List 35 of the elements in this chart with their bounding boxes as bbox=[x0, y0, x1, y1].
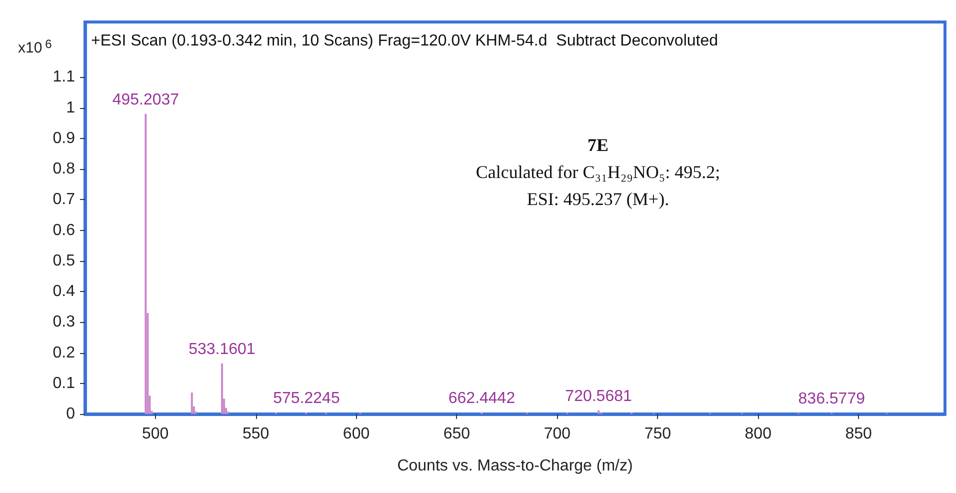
annotation: 533.1601 bbox=[188, 340, 256, 358]
x-tick-label: 500 bbox=[142, 426, 169, 442]
y-tick-label: 0.5 bbox=[52, 252, 76, 270]
annotation: 495.2037 bbox=[112, 91, 180, 108]
x-tick-label: 600 bbox=[342, 426, 370, 442]
x-axis-title: Counts vs. Mass-to-Charge (m/z) bbox=[397, 458, 633, 474]
y-tick-label: 0.8 bbox=[52, 160, 76, 178]
y-tick-label: 0.1 bbox=[52, 374, 76, 392]
y-tick-label: 0.9 bbox=[52, 130, 76, 147]
bar bbox=[221, 363, 224, 414]
annotation: ESI: 495.237 (M+). bbox=[526, 189, 670, 209]
annotation: Calculated for C₃₁H₂₉NO₅: 495.2; bbox=[476, 162, 720, 182]
x-tick-label: 650 bbox=[443, 426, 470, 442]
x-tick-label: 800 bbox=[744, 426, 772, 442]
y-tick-label: 0.6 bbox=[52, 222, 76, 239]
bar bbox=[144, 114, 147, 414]
text: +ESI Scan (0.193-0.342 min, 10 Scans) Frag=120.0V KHM-54.d Subtract Deconvoluted bbox=[91, 32, 718, 50]
x-tick-label: 850 bbox=[845, 426, 872, 442]
x-tick-label: 550 bbox=[242, 426, 270, 442]
annotation: 575.2245 bbox=[273, 390, 340, 407]
y-tick-label: 1.1 bbox=[52, 68, 76, 86]
y-tick-label: 0.4 bbox=[52, 283, 76, 300]
annotation: 662.4442 bbox=[448, 390, 516, 407]
y-tick-label: 0.7 bbox=[52, 191, 76, 208]
annotation: 836.5779 bbox=[798, 390, 866, 408]
bar bbox=[598, 410, 600, 414]
y-tick-label: 1 bbox=[66, 99, 76, 116]
bar bbox=[190, 392, 193, 414]
annotation: 7E bbox=[587, 135, 609, 155]
y-tick-label: 0 bbox=[66, 406, 76, 422]
y-tick-label: 0.2 bbox=[52, 344, 76, 362]
annotation: 720.5681 bbox=[565, 388, 632, 405]
x-tick-label: 750 bbox=[644, 426, 672, 442]
x-tick-label: 700 bbox=[544, 426, 571, 442]
y-tick-label: 0.3 bbox=[52, 314, 76, 331]
